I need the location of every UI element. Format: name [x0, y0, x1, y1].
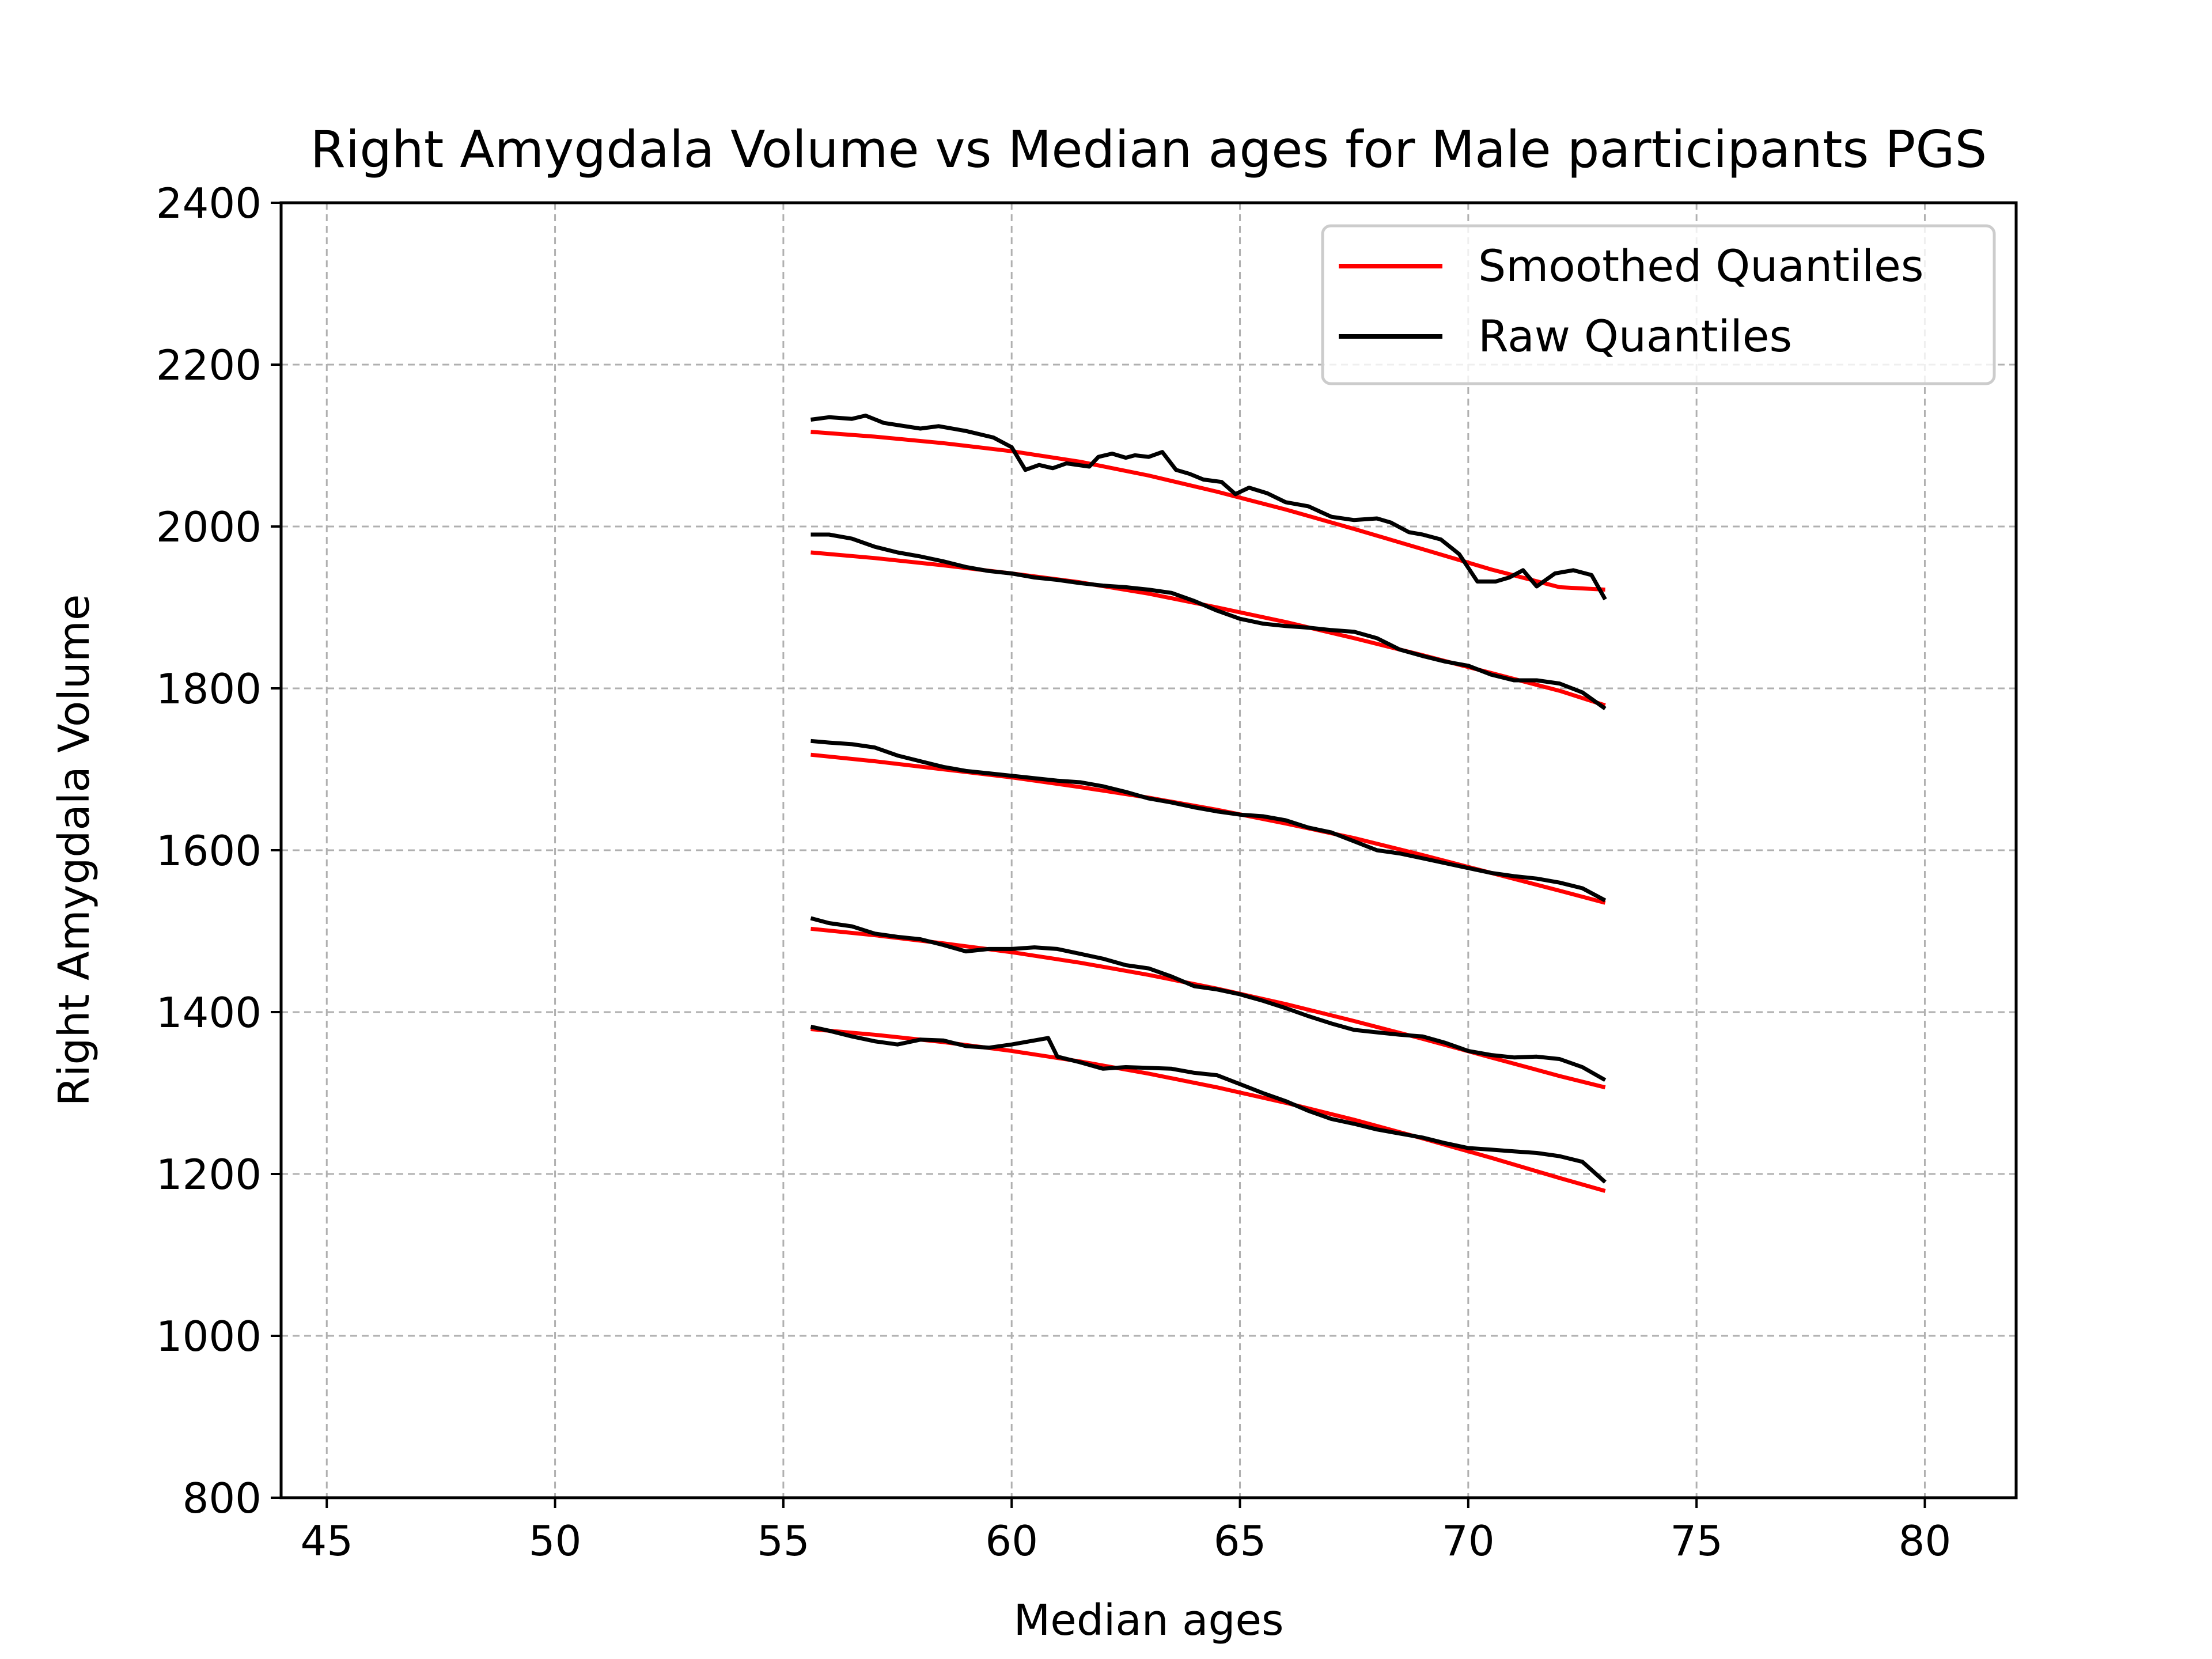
y-tick-label: 1400 [156, 988, 262, 1037]
raw-quantile-line-2 [810, 532, 1607, 710]
smoothed-quantile-line-1 [810, 430, 1605, 592]
y-axis-label: Right Amygdala Volume [50, 594, 99, 1107]
x-tick-label: 80 [1899, 1517, 1952, 1565]
y-tick-label: 2400 [156, 179, 262, 228]
axis-ticks: 45 50 55 60 65 70 75 80 800 1000 1200 1400 1600 1800 2… [156, 179, 1952, 1565]
y-tick-label: 1200 [156, 1150, 262, 1199]
x-axis-label: Median ages [1013, 1596, 1283, 1645]
x-tick-label: 70 [1442, 1517, 1495, 1565]
y-tick-label: 1800 [156, 665, 262, 713]
y-tick-label: 2000 [156, 503, 262, 551]
x-tick-label: 45 [300, 1517, 353, 1565]
chart-title: Right Amygdala Volume vs Median ages for… [310, 120, 1987, 179]
legend-label-smoothed: Smoothed Quantiles [1478, 240, 1924, 291]
legend-box [1321, 224, 1996, 385]
x-tick-label: 65 [1214, 1517, 1267, 1565]
plot-series [810, 414, 1607, 1193]
x-tick-label: 50 [529, 1517, 582, 1565]
y-tick-label: 1600 [156, 827, 262, 875]
raw-quantile-line-5 [810, 1024, 1607, 1184]
y-tick-label: 2200 [156, 341, 262, 389]
x-tick-label: 55 [757, 1517, 810, 1565]
raw-quantile-line-1 [810, 414, 1607, 601]
raw-quantile-line-3 [810, 738, 1607, 903]
legend: Smoothed Quantiles Raw Quantiles [1321, 224, 1996, 385]
y-tick-label: 800 [183, 1474, 262, 1522]
y-tick-label: 1000 [156, 1312, 262, 1361]
x-tick-label: 75 [1670, 1517, 1723, 1565]
legend-label-raw: Raw Quantiles [1478, 310, 1792, 362]
raw-quantile-line-4 [810, 916, 1607, 1082]
x-tick-label: 60 [985, 1517, 1038, 1565]
